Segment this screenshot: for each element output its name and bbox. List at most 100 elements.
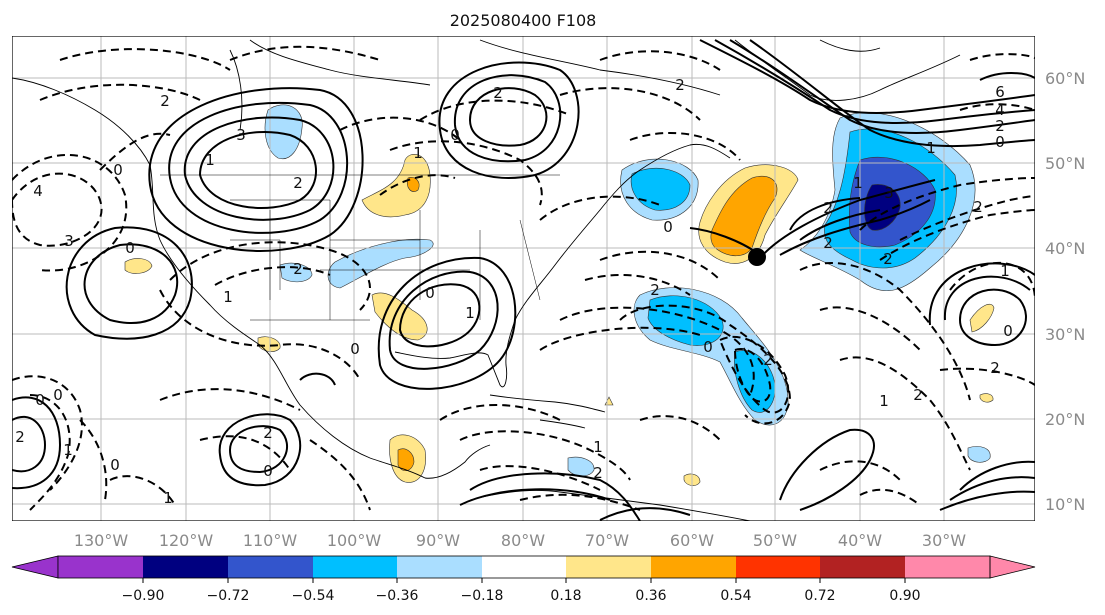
shading-orange-great-lakes xyxy=(407,177,420,192)
shading-yellow-pacific xyxy=(124,258,153,274)
storm-center-marker xyxy=(748,248,766,266)
contour-label: 1 xyxy=(593,438,603,456)
colorbar-tick-label: 0.18 xyxy=(550,588,581,604)
lon-label: 30°W xyxy=(922,531,966,550)
contour-label: 2 xyxy=(675,76,685,94)
contour-label: 2 xyxy=(823,234,833,252)
contour-label: 0 xyxy=(125,239,135,257)
contour-label: 0 xyxy=(1003,322,1013,340)
contour-label: 1 xyxy=(205,151,215,169)
colorbar-segment xyxy=(11,555,59,579)
contour-label: 2 xyxy=(883,250,893,268)
contour-label: 0 xyxy=(263,462,273,480)
lon-label: 60°W xyxy=(670,531,714,550)
shading-yellow-east-atlantic xyxy=(969,304,995,333)
colorbar-segment xyxy=(228,556,313,578)
contour-label: 2 xyxy=(293,174,303,192)
contour-label: 1 xyxy=(879,392,889,410)
lon-label: 90°W xyxy=(416,531,460,550)
latitude-labels: 60°N 50°N 40°N 30°N 20°N 10°N xyxy=(1045,69,1085,514)
shading-blue-caribbean xyxy=(567,456,595,477)
contour-label: 3 xyxy=(236,126,246,144)
contour-label: 2 xyxy=(593,464,603,482)
colorbar-tick-label: 0.36 xyxy=(635,588,666,604)
colorbar-segment xyxy=(482,556,566,578)
contour-label: 0 xyxy=(995,133,1005,151)
colorbar-tick-label: −0.18 xyxy=(461,588,504,604)
contour-label: 6 xyxy=(995,83,1005,101)
lat-label: 50°N xyxy=(1045,154,1085,173)
colorbar-segment xyxy=(397,556,482,578)
lon-label: 110°W xyxy=(243,531,298,550)
contour-label: 2 xyxy=(763,351,773,369)
lon-label: 120°W xyxy=(159,531,214,550)
contour-label: 2 xyxy=(15,428,25,446)
shaded-anomaly-regions xyxy=(124,104,995,486)
shading-yellow-texas xyxy=(371,292,428,341)
contour-label: 0 xyxy=(350,340,360,358)
lat-label: 20°N xyxy=(1045,410,1085,429)
contour-label: 0 xyxy=(425,284,435,302)
colorbar-segment xyxy=(820,556,905,578)
shading-cyan-central-atlantic xyxy=(647,295,724,346)
contour-label: 2 xyxy=(990,359,1000,377)
lon-label: 80°W xyxy=(501,531,545,550)
colorbar-segment xyxy=(989,555,1036,579)
shading-yellow-small-3 xyxy=(979,393,994,403)
lon-label: 50°W xyxy=(753,531,797,550)
contour-label: 3 xyxy=(884,184,894,202)
contour-label: 2 xyxy=(913,386,923,404)
lon-label: 70°W xyxy=(585,531,629,550)
shading-orange-maritimes xyxy=(710,176,778,257)
contour-label: 2 xyxy=(293,260,303,278)
gridlines xyxy=(12,36,1035,521)
contour-label: 1 xyxy=(1000,262,1010,280)
colorbar-tick-label: 0.90 xyxy=(889,588,920,604)
lon-label: 40°W xyxy=(838,531,882,550)
contour-label: 0 xyxy=(703,338,713,356)
contour-label: 0 xyxy=(53,386,63,404)
contour-label: 1 xyxy=(163,489,173,507)
shading-orange-central-america xyxy=(397,448,415,471)
contour-label: 0 xyxy=(663,218,673,236)
shading-blue-east-atlantic xyxy=(967,446,991,463)
contour-label: 0 xyxy=(113,161,123,179)
colorbar-tick-label: 0.72 xyxy=(804,588,835,604)
colorbar-tick-label: −0.72 xyxy=(207,588,250,604)
colorbar-segment xyxy=(313,556,397,578)
contour-label: 2 xyxy=(160,92,170,110)
map-panel: 2 1 0 2 3 4 3 2 1 0 2 6 4 2 0 1 2 2 2 0 … xyxy=(12,36,1035,521)
contour-label: 1 xyxy=(413,144,423,162)
colorbar: −0.90 −0.72 −0.54 −0.36 −0.18 0.18 0.36 … xyxy=(11,555,1036,604)
lat-label: 30°N xyxy=(1045,325,1085,344)
contour-label: 1 xyxy=(63,441,73,459)
colorbar-tick-label: 0.54 xyxy=(720,588,751,604)
lat-label: 10°N xyxy=(1045,495,1085,514)
map-title: 2025080400 F108 xyxy=(450,11,597,30)
colorbar-tick-label: −0.36 xyxy=(376,588,419,604)
contour-label: 1 xyxy=(926,139,936,157)
contour-label: 1 xyxy=(223,288,233,306)
contour-label: 4 xyxy=(995,101,1005,119)
colorbar-tick-label: −0.54 xyxy=(292,588,335,604)
lon-label: 130°W xyxy=(74,531,129,550)
contour-label: 0 xyxy=(110,456,120,474)
colorbar-segment xyxy=(905,556,990,578)
contour-label: 1 xyxy=(853,174,863,192)
contour-label: 0 xyxy=(35,391,45,409)
contour-label: 2 xyxy=(973,198,983,216)
dashed-contours xyxy=(12,45,1035,511)
solid-contours xyxy=(12,39,1035,521)
colorbar-segment xyxy=(143,556,228,578)
state-borders xyxy=(160,174,560,321)
lat-label: 40°N xyxy=(1045,239,1085,258)
contour-labels: 2 1 0 2 3 4 3 2 1 0 2 6 4 2 0 1 2 2 2 0 … xyxy=(15,76,1013,507)
contour-label: 2 xyxy=(493,84,503,102)
contour-label: 2 xyxy=(995,117,1005,135)
shading-cyan-subtropic xyxy=(734,350,776,413)
contour-label: 2 xyxy=(263,424,273,442)
contour-label: 3 xyxy=(64,232,74,250)
contour-label: 2 xyxy=(650,281,660,299)
colorbar-segment xyxy=(58,556,143,578)
